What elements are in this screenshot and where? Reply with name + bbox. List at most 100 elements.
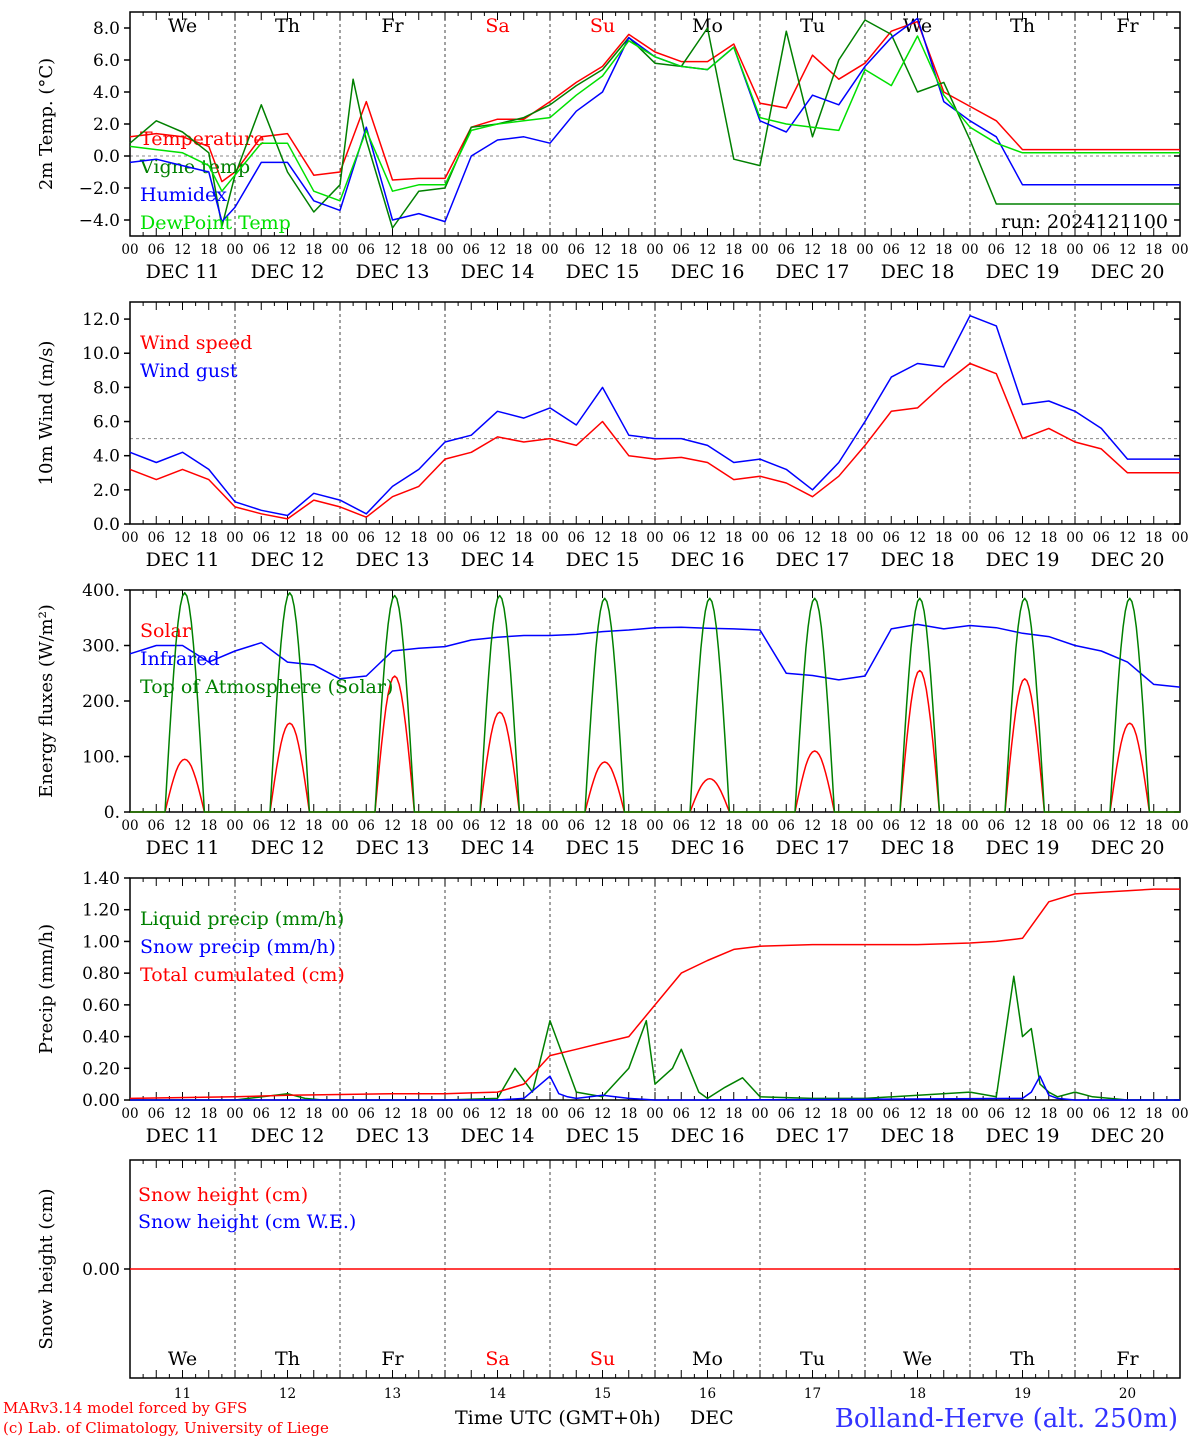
hour-tick-label: 12 xyxy=(594,818,611,834)
hour-tick-label: 18 xyxy=(1145,818,1162,834)
hour-tick-label: 12 xyxy=(174,1106,191,1122)
y-tick-label: −4.0 xyxy=(79,211,120,231)
hour-tick-label: 00 xyxy=(1171,818,1188,834)
hour-tick-label: 12 xyxy=(1119,530,1136,546)
hour-tick-label: 00 xyxy=(961,818,978,834)
hour-tick-label: 12 xyxy=(489,818,506,834)
hour-tick-label: 06 xyxy=(358,1106,375,1122)
hour-tick-label: 18 xyxy=(410,242,427,258)
hour-tick-label: 00 xyxy=(331,242,348,258)
hour-tick-label: 12 xyxy=(804,530,821,546)
footer-credit: (c) Lab. of Climatology, University of L… xyxy=(3,1419,329,1437)
date-label: DEC 15 xyxy=(566,261,640,283)
legend-entry: Total cumulated (cm) xyxy=(140,964,345,986)
y-tick-label: 1.00 xyxy=(82,932,120,952)
date-label: DEC 11 xyxy=(146,837,220,859)
hour-tick-label: 00 xyxy=(541,530,558,546)
date-label: DEC 18 xyxy=(881,549,955,571)
y-tick-label: 100. xyxy=(82,748,120,768)
hour-tick-label: 00 xyxy=(541,242,558,258)
run-label: run: 2024121100 xyxy=(1001,211,1168,233)
hour-tick-label: 06 xyxy=(988,1106,1005,1122)
series-line-wind-gust xyxy=(129,314,1180,517)
hour-tick-label: 06 xyxy=(358,242,375,258)
panel-2: 0.0 2.0 4.0 6.0 8.0 10.0 12.0 10m Wind (m/s) 00 0… xyxy=(36,301,1189,571)
date-label: DEC 11 xyxy=(146,1125,220,1147)
hour-tick-label: 18 xyxy=(200,1106,217,1122)
plot-frame xyxy=(129,11,1181,237)
hour-tick-label: 00 xyxy=(961,242,978,258)
date-label: DEC 14 xyxy=(461,1125,535,1147)
date-label: DEC 12 xyxy=(251,261,325,283)
footer-month: DEC xyxy=(690,1407,734,1429)
weekday-label: We xyxy=(903,15,932,37)
hour-tick-label: 00 xyxy=(226,1106,243,1122)
date-label: DEC 17 xyxy=(776,549,850,571)
legend-entry: Wind gust xyxy=(140,360,238,382)
date-label: DEC 19 xyxy=(986,1125,1060,1147)
date-label: DEC 20 xyxy=(1091,261,1165,283)
hour-tick-label: 18 xyxy=(1040,530,1057,546)
hour-tick-label: 12 xyxy=(174,530,191,546)
legend-entry: Solar xyxy=(140,620,192,642)
hour-tick-label: 06 xyxy=(253,530,270,546)
hour-tick-label: 18 xyxy=(725,242,742,258)
y-tick-label: 6.0 xyxy=(93,51,120,71)
hour-tick-label: 00 xyxy=(1171,242,1188,258)
hour-tick-label: 12 xyxy=(699,1106,716,1122)
hour-tick-label: 00 xyxy=(856,242,873,258)
y-tick-label: 0.20 xyxy=(82,1059,120,1079)
panel-5: 0.00 Snow height (cm) We Th Fr Sa Su Mo Tu We Th Fr… xyxy=(36,1159,1181,1402)
hour-tick-label: 00 xyxy=(226,530,243,546)
y-tick-label: 0.80 xyxy=(82,964,120,984)
hour-tick-label: 12 xyxy=(804,1106,821,1122)
hour-tick-label: 06 xyxy=(673,1106,690,1122)
hour-tick-label: 18 xyxy=(305,530,322,546)
date-label: DEC 15 xyxy=(566,837,640,859)
hour-tick-label: 00 xyxy=(541,818,558,834)
date-label: DEC 19 xyxy=(986,261,1060,283)
date-label: DEC 17 xyxy=(776,261,850,283)
date-label: DEC 13 xyxy=(356,261,430,283)
hour-tick-label: 06 xyxy=(148,1106,165,1122)
hour-tick-label: 00 xyxy=(121,818,138,834)
hour-tick-label: 00 xyxy=(751,818,768,834)
hour-tick-label: 18 xyxy=(935,818,952,834)
hour-tick-label: 00 xyxy=(226,242,243,258)
hour-tick-label: 06 xyxy=(568,530,585,546)
hour-tick-label: 12 xyxy=(279,1106,296,1122)
date-label: DEC 18 xyxy=(881,1125,955,1147)
hour-tick-label: 18 xyxy=(830,818,847,834)
legend-entry: Temperature xyxy=(140,128,264,150)
hour-tick-label: 12 xyxy=(594,1106,611,1122)
hour-tick-label: 18 xyxy=(1145,242,1162,258)
y-axis-label: Precip (mm/h) xyxy=(36,924,57,1054)
y-tick-label: 0.0 xyxy=(93,515,120,535)
date-label: DEC 20 xyxy=(1091,1125,1165,1147)
hour-tick-label: 18 xyxy=(620,242,637,258)
hour-tick-label: 18 xyxy=(410,818,427,834)
hour-tick-label: 06 xyxy=(883,818,900,834)
hour-tick-label: 00 xyxy=(1171,1106,1188,1122)
hour-tick-label: 06 xyxy=(358,818,375,834)
date-label: DEC 19 xyxy=(986,549,1060,571)
y-tick-label: 10.0 xyxy=(82,344,120,364)
y-tick-label: 4.0 xyxy=(93,447,120,467)
hour-tick-label: 06 xyxy=(568,1106,585,1122)
legend-entry: Snow height (cm) xyxy=(138,1184,308,1206)
series-line-infrared xyxy=(129,623,1181,688)
weekday-label: Th xyxy=(275,15,300,37)
hour-tick-label: 00 xyxy=(751,1106,768,1122)
y-tick-label: 0.40 xyxy=(82,1028,120,1048)
date-label: DEC 12 xyxy=(251,1125,325,1147)
hour-tick-label: 12 xyxy=(699,818,716,834)
y-tick-label: 400. xyxy=(82,581,120,601)
hour-tick-label: 12 xyxy=(699,530,716,546)
date-label: DEC 15 xyxy=(566,1125,640,1147)
hour-tick-label: 06 xyxy=(778,530,795,546)
hour-tick-label: 00 xyxy=(541,1106,558,1122)
hour-tick-label: 00 xyxy=(1066,1106,1083,1122)
hour-tick-label: 12 xyxy=(489,530,506,546)
hour-tick-label: 00 xyxy=(751,242,768,258)
